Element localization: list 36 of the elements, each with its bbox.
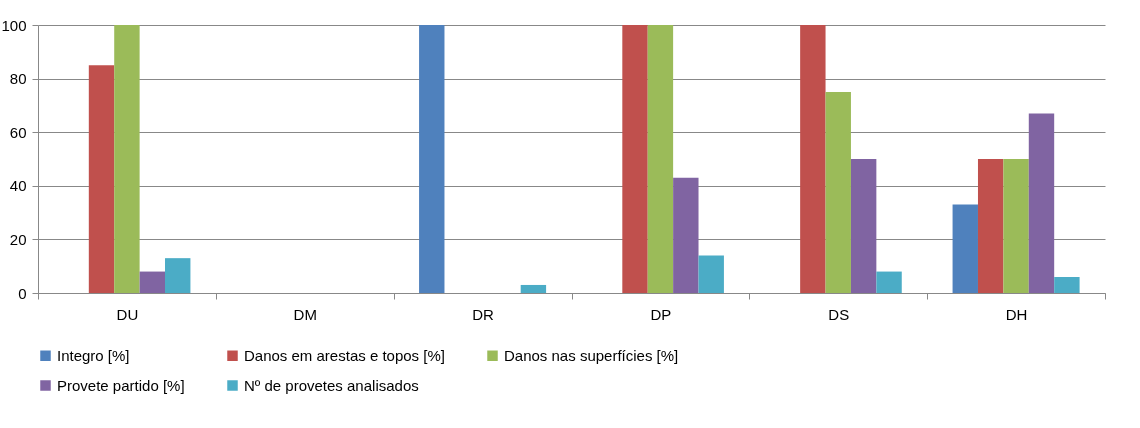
bar — [977, 159, 1004, 293]
x-tick-label: DP — [650, 305, 672, 323]
bar — [1003, 159, 1029, 293]
bar — [419, 25, 445, 293]
legend-label: Integro [%] — [57, 346, 130, 364]
bar — [825, 92, 851, 293]
bar — [165, 258, 191, 293]
y-tick-label: 0 — [18, 284, 27, 302]
bar — [139, 271, 166, 293]
legend-label: Danos nas superfícies [%] — [504, 346, 679, 364]
x-tick-label: DR — [472, 305, 495, 323]
bar — [114, 25, 140, 293]
bar — [647, 25, 674, 293]
y-tick-label: 20 — [9, 230, 27, 248]
y-tick-label: 80 — [9, 70, 27, 88]
x-tick-label: DU — [116, 305, 139, 323]
bar — [800, 25, 826, 293]
x-tick-label: DS — [828, 305, 850, 323]
x-tick-label: DM — [293, 305, 317, 323]
y-tick-label: 100 — [1, 16, 27, 34]
bar — [850, 159, 877, 293]
x-tick-label: DH — [1005, 305, 1028, 323]
legend-label: Nº de provetes analisados — [244, 376, 419, 394]
legend-label: Danos em arestas e topos [%] — [244, 346, 445, 364]
y-tick-label: 40 — [9, 177, 27, 195]
bar — [1028, 113, 1055, 293]
bar — [698, 255, 724, 293]
legend-label: Provete partido [%] — [57, 376, 185, 394]
bar — [520, 284, 547, 293]
bar — [622, 25, 648, 293]
bar — [88, 65, 115, 293]
bar — [876, 271, 902, 293]
bar — [673, 177, 699, 293]
bar — [952, 204, 978, 293]
bar — [1054, 276, 1080, 293]
y-tick-label: 60 — [9, 123, 27, 141]
